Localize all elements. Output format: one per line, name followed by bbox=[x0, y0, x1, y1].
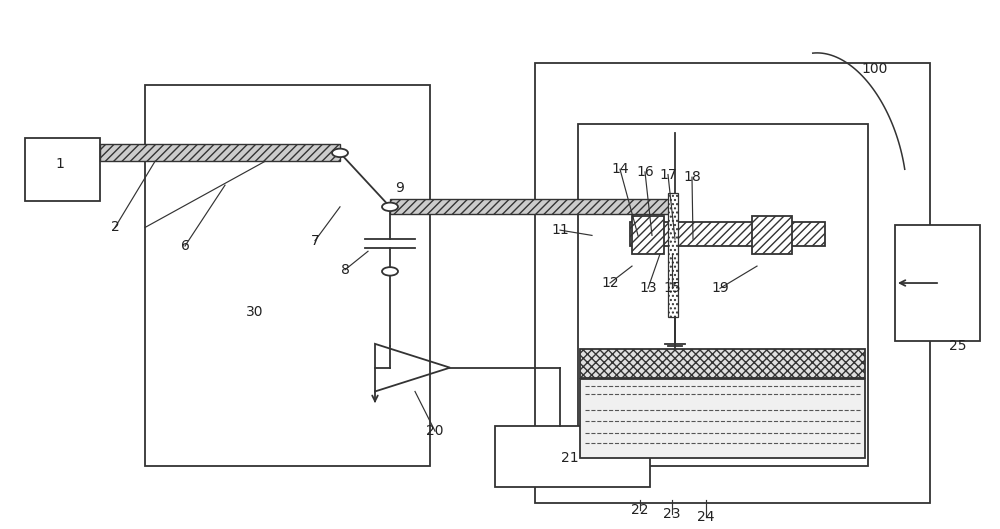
Text: 18: 18 bbox=[683, 170, 701, 184]
Bar bbox=[100, 144, 340, 161]
Bar bbox=[752, 216, 792, 254]
Circle shape bbox=[332, 149, 348, 157]
Text: 22: 22 bbox=[631, 504, 649, 517]
Text: 12: 12 bbox=[601, 276, 619, 290]
Bar bbox=[668, 193, 678, 317]
Text: 19: 19 bbox=[711, 281, 729, 295]
Bar bbox=[535, 63, 930, 503]
Bar bbox=[580, 349, 865, 378]
Circle shape bbox=[382, 267, 398, 276]
Text: 11: 11 bbox=[551, 223, 569, 237]
Text: 13: 13 bbox=[639, 281, 657, 295]
Text: 14: 14 bbox=[611, 162, 629, 176]
Text: 25: 25 bbox=[949, 340, 967, 353]
Bar bbox=[390, 199, 675, 214]
Text: 1: 1 bbox=[56, 157, 64, 171]
Text: 17: 17 bbox=[659, 168, 677, 181]
Text: 7: 7 bbox=[311, 234, 319, 248]
Bar bbox=[632, 216, 664, 254]
Bar bbox=[895, 225, 980, 341]
Text: 6: 6 bbox=[181, 239, 189, 253]
Bar bbox=[630, 222, 825, 246]
Circle shape bbox=[382, 203, 398, 211]
Text: 23: 23 bbox=[663, 507, 681, 521]
Text: 30: 30 bbox=[246, 305, 264, 319]
Text: 100: 100 bbox=[862, 62, 888, 76]
Bar bbox=[25, 138, 100, 201]
Text: 24: 24 bbox=[697, 510, 715, 524]
Bar bbox=[495, 426, 650, 487]
Bar bbox=[578, 124, 868, 466]
Text: 16: 16 bbox=[636, 165, 654, 179]
Text: 2: 2 bbox=[111, 221, 119, 234]
Text: 8: 8 bbox=[341, 263, 349, 277]
Bar bbox=[145, 85, 430, 466]
Text: 20: 20 bbox=[426, 424, 444, 438]
Text: 21: 21 bbox=[561, 451, 579, 464]
Text: 9: 9 bbox=[396, 181, 404, 195]
Text: 15: 15 bbox=[663, 281, 681, 295]
Bar bbox=[580, 379, 865, 458]
